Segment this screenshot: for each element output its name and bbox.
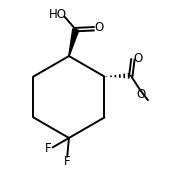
Text: F: F xyxy=(45,142,51,155)
Text: O: O xyxy=(136,88,146,101)
Text: HO: HO xyxy=(49,8,67,21)
Polygon shape xyxy=(69,29,79,56)
Text: O: O xyxy=(94,21,104,34)
Text: F: F xyxy=(64,155,71,168)
Text: O: O xyxy=(133,52,143,65)
